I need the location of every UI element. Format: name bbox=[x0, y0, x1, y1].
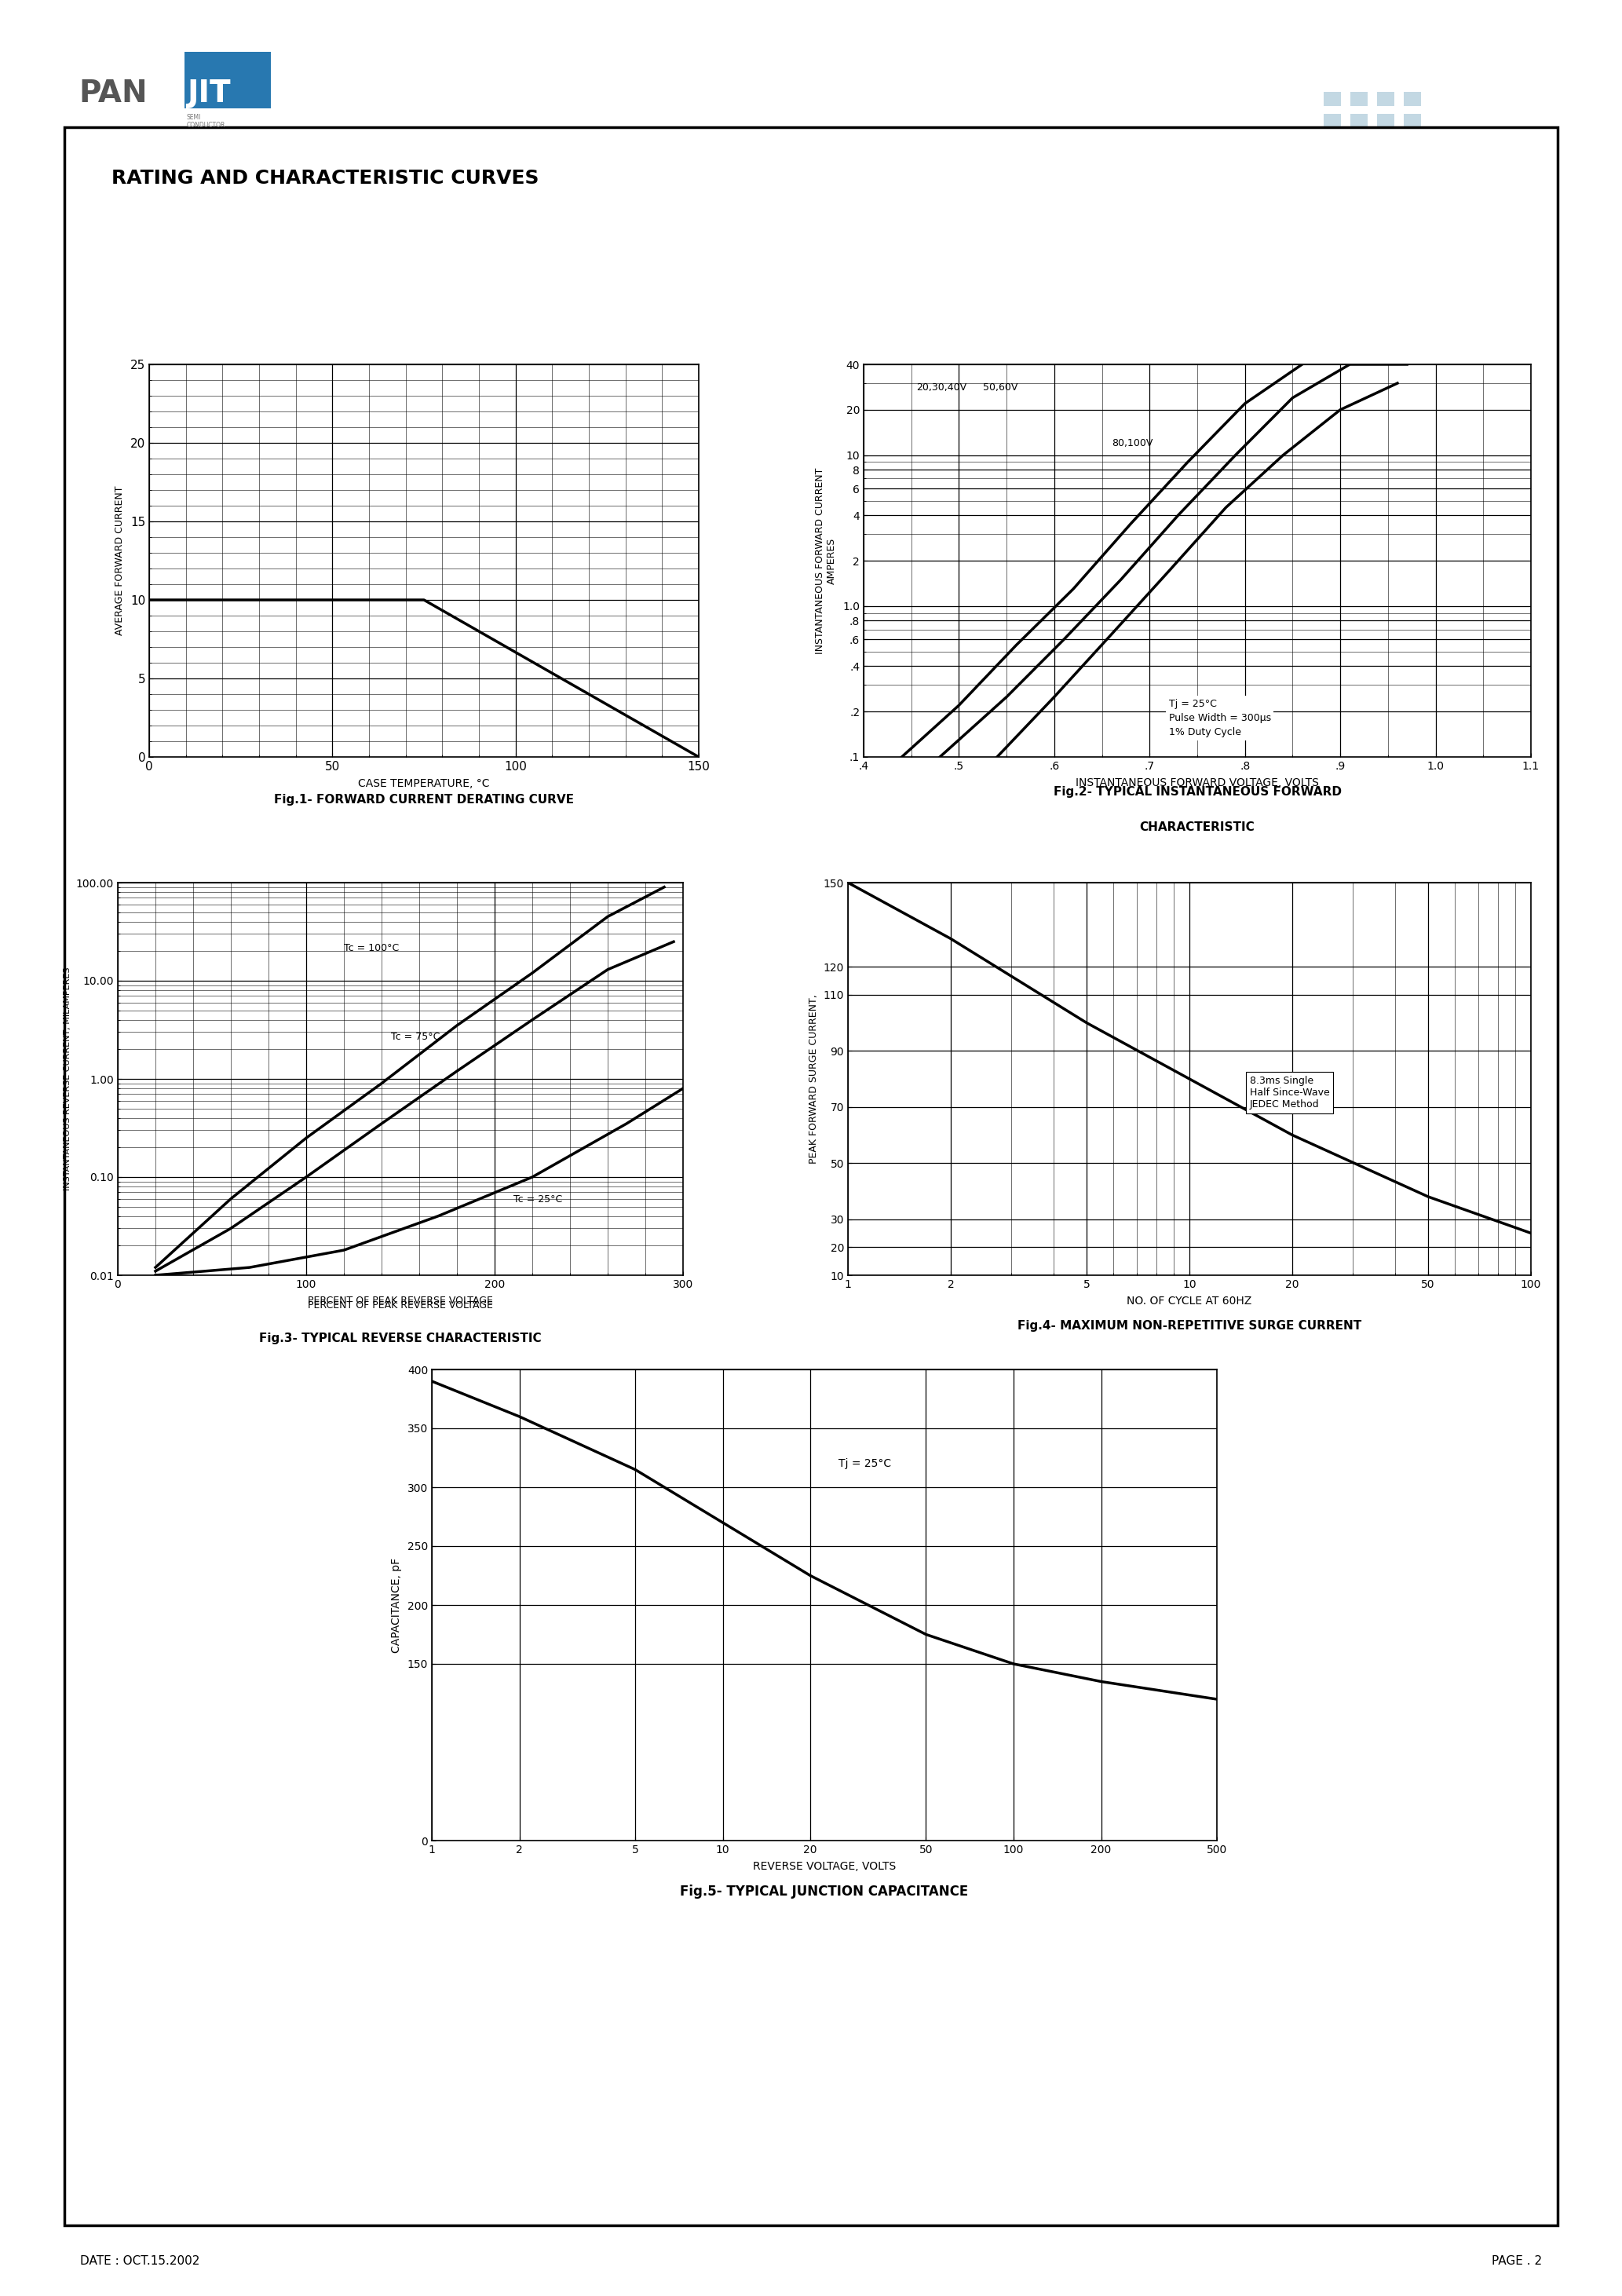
Text: 8.3ms Single
Half Since-Wave
JEDEC Method: 8.3ms Single Half Since-Wave JEDEC Metho… bbox=[1249, 1077, 1330, 1109]
Bar bbox=[1377, 92, 1395, 106]
Y-axis label: CAPACITANCE, pF: CAPACITANCE, pF bbox=[391, 1557, 402, 1653]
X-axis label: NO. OF CYCLE AT 60HZ: NO. OF CYCLE AT 60HZ bbox=[1127, 1295, 1252, 1306]
X-axis label: PERCENT OF PEAK REVERSE VOLTAGE: PERCENT OF PEAK REVERSE VOLTAGE bbox=[308, 1295, 493, 1306]
Text: 50,60V: 50,60V bbox=[983, 383, 1017, 393]
Text: Tc = 100°C: Tc = 100°C bbox=[344, 944, 399, 953]
Text: DATE : OCT.15.2002: DATE : OCT.15.2002 bbox=[79, 2255, 200, 2266]
Bar bbox=[1377, 115, 1395, 129]
Bar bbox=[1403, 92, 1421, 106]
Text: SEMI
CONDUCTOR: SEMI CONDUCTOR bbox=[187, 115, 225, 129]
Text: Fig.4- MAXIMUM NON-REPETITIVE SURGE CURRENT: Fig.4- MAXIMUM NON-REPETITIVE SURGE CURR… bbox=[1017, 1320, 1361, 1332]
Text: JIT: JIT bbox=[187, 78, 230, 108]
Y-axis label: AVERAGE FORWARD CURRENT: AVERAGE FORWARD CURRENT bbox=[115, 487, 125, 636]
Text: PAN: PAN bbox=[78, 78, 148, 108]
Bar bbox=[1324, 92, 1341, 106]
Bar bbox=[1351, 135, 1367, 149]
Bar bbox=[1351, 115, 1367, 129]
Bar bbox=[185, 53, 271, 108]
X-axis label: REVERSE VOLTAGE, VOLTS: REVERSE VOLTAGE, VOLTS bbox=[753, 1860, 895, 1871]
Text: Tj = 25°C: Tj = 25°C bbox=[839, 1458, 890, 1469]
Text: Fig.5- TYPICAL JUNCTION CAPACITANCE: Fig.5- TYPICAL JUNCTION CAPACITANCE bbox=[680, 1885, 968, 1899]
X-axis label: CASE TEMPERATURE, °C: CASE TEMPERATURE, °C bbox=[358, 778, 490, 790]
Text: PAGE . 2: PAGE . 2 bbox=[1492, 2255, 1543, 2266]
Bar bbox=[1324, 115, 1341, 129]
Y-axis label: PEAK FORWARD SURGE CURRENT,: PEAK FORWARD SURGE CURRENT, bbox=[809, 994, 819, 1164]
Text: 80,100V: 80,100V bbox=[1111, 439, 1153, 448]
Bar bbox=[1324, 135, 1341, 149]
Bar bbox=[1403, 115, 1421, 129]
Text: Fig.2- TYPICAL INSTANTANEOUS FORWARD: Fig.2- TYPICAL INSTANTANEOUS FORWARD bbox=[1053, 788, 1341, 799]
Text: 20,30,40V: 20,30,40V bbox=[916, 383, 967, 393]
Text: Fig.1- FORWARD CURRENT DERATING CURVE: Fig.1- FORWARD CURRENT DERATING CURVE bbox=[274, 794, 574, 806]
Text: Tc = 75°C: Tc = 75°C bbox=[391, 1031, 440, 1042]
Y-axis label: INSTANTANEOUS FORWARD CURRENT
AMPERES: INSTANTANEOUS FORWARD CURRENT AMPERES bbox=[816, 468, 837, 654]
Bar bbox=[1403, 135, 1421, 149]
Text: Fig.3- TYPICAL REVERSE CHARACTERISTIC: Fig.3- TYPICAL REVERSE CHARACTERISTIC bbox=[260, 1332, 542, 1343]
Text: CHARACTERISTIC: CHARACTERISTIC bbox=[1140, 822, 1255, 833]
Bar bbox=[1351, 92, 1367, 106]
Text: Tc = 25°C: Tc = 25°C bbox=[514, 1194, 563, 1205]
Text: RATING AND CHARACTERISTIC CURVES: RATING AND CHARACTERISTIC CURVES bbox=[112, 170, 539, 188]
Bar bbox=[1377, 135, 1395, 149]
Y-axis label: INSTANTANEOUS REVERSE CURRENT, MILAMPERES: INSTANTANEOUS REVERSE CURRENT, MILAMPERE… bbox=[63, 967, 71, 1192]
Text: PERCENT OF PEAK REVERSE VOLTAGE: PERCENT OF PEAK REVERSE VOLTAGE bbox=[308, 1300, 493, 1311]
X-axis label: INSTANTANEOUS FORWARD VOLTAGE, VOLTS: INSTANTANEOUS FORWARD VOLTAGE, VOLTS bbox=[1075, 778, 1319, 788]
Text: Tj = 25°C
Pulse Width = 300μs
1% Duty Cycle: Tj = 25°C Pulse Width = 300μs 1% Duty Cy… bbox=[1169, 698, 1270, 737]
